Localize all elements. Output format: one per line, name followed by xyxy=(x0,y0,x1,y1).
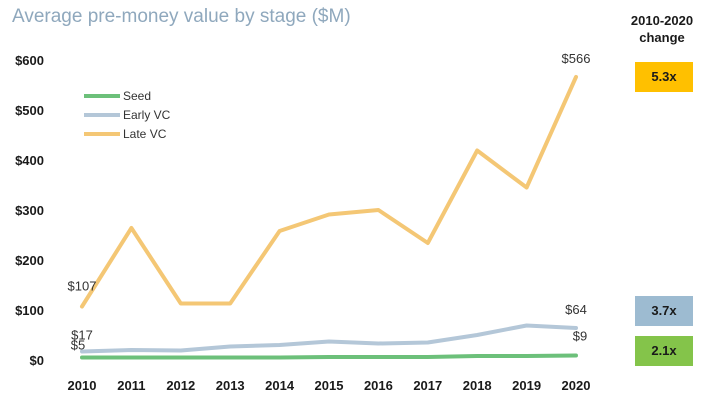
data-label: $17 xyxy=(71,328,93,343)
late-vc-line xyxy=(80,75,578,309)
x-tick-label: 2012 xyxy=(166,378,195,393)
change-heading-line1: 2010-2020 xyxy=(630,13,694,28)
y-tick-label: $600 xyxy=(15,53,44,68)
late-vc-change-badge: 5.3x xyxy=(635,62,693,92)
early-vc-change-badge: 3.7x xyxy=(635,296,693,326)
early-vc-line xyxy=(80,323,578,354)
y-tick-label: $100 xyxy=(15,303,44,318)
x-tick-label: 2014 xyxy=(265,378,295,393)
x-tick-label: 2019 xyxy=(512,378,541,393)
x-tick-label: 2018 xyxy=(463,378,492,393)
x-tick-label: 2010 xyxy=(68,378,97,393)
x-tick-label: 2016 xyxy=(364,378,393,393)
y-tick-label: $400 xyxy=(15,153,44,168)
series-lines xyxy=(80,75,578,360)
y-tick-label: $0 xyxy=(30,353,44,368)
x-tick-label: 2011 xyxy=(117,378,145,393)
y-axis-ticks: $0 $100 $200 $300 $400 $500 $600 xyxy=(15,53,44,368)
seed-change-badge: 2.1x xyxy=(635,336,693,366)
legend-label-seed: Seed xyxy=(123,89,151,103)
data-labels: $107 $566 $17 $64 $5 $9 xyxy=(68,51,591,353)
change-heading-line2: change xyxy=(639,30,685,45)
x-tick-label: 2015 xyxy=(315,378,344,393)
legend: Seed Early VC Late VC xyxy=(84,89,171,141)
data-label: $9 xyxy=(573,329,587,344)
data-label: $64 xyxy=(565,302,587,317)
data-label: $5 xyxy=(71,338,85,353)
data-label: $566 xyxy=(562,51,591,66)
x-tick-label: 2020 xyxy=(562,378,591,393)
change-heading: 2010-2020 change xyxy=(612,12,703,46)
seed-line xyxy=(80,353,578,360)
y-tick-label: $300 xyxy=(15,203,44,218)
chart-title: Average pre-money value by stage ($M) xyxy=(12,6,351,27)
legend-label-early-vc: Early VC xyxy=(123,108,171,122)
y-tick-label: $500 xyxy=(15,103,44,118)
x-axis-ticks: 2010 2011 2012 2013 2014 2015 2016 2017 2018 2019… xyxy=(68,378,591,393)
y-tick-label: $200 xyxy=(15,253,44,268)
data-label: $107 xyxy=(68,279,97,294)
x-tick-label: 2013 xyxy=(216,378,245,393)
x-tick-label: 2017 xyxy=(413,378,442,393)
legend-label-late-vc: Late VC xyxy=(123,127,167,141)
